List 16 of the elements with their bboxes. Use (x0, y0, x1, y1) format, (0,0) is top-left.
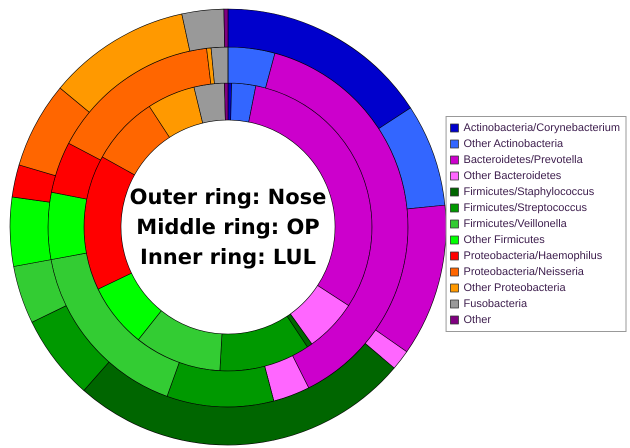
legend-label: Fusobacteria (463, 298, 528, 310)
legend-label: Other Proteobacteria (463, 282, 566, 294)
legend-label: Firmicutes/Veillonella (463, 218, 568, 230)
legend-label: Other (463, 314, 492, 326)
legend-label: Actinobacteria/Corynebacterium (463, 122, 620, 134)
legend-label: Other Actinobacteria (463, 138, 564, 150)
text: Middle ring: OP (136, 215, 320, 239)
legend-label: Other Firmicutes (463, 234, 546, 246)
legend-label: Proteobacteria/Haemophilus (463, 250, 603, 262)
text: Inner ring: LUL (140, 245, 316, 269)
legend-label: Proteobacteria/Neisseria (463, 266, 585, 278)
legend-label: Bacteroidetes/Prevotella (463, 154, 584, 166)
text: Outer ring: Nose (130, 185, 326, 209)
legend-label: Firmicutes/Streptococcus (463, 202, 588, 214)
legend-label: Firmicutes/Staphylococcus (463, 186, 595, 198)
legend-label: Other Bacteroidetes (463, 170, 562, 182)
